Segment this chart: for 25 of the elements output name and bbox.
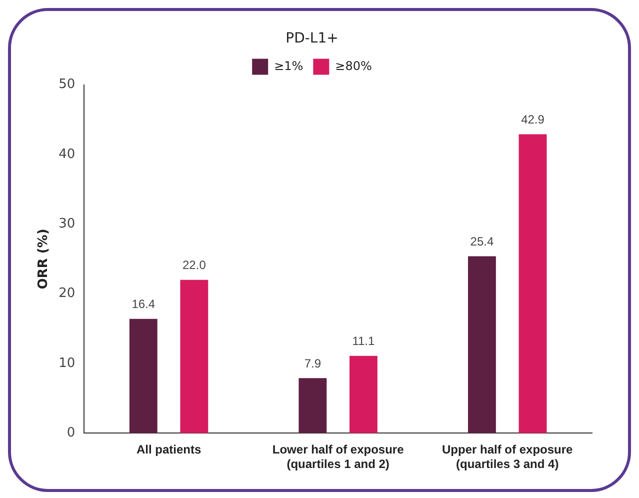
x-tick-label: All patients	[136, 442, 202, 457]
bar	[298, 378, 327, 434]
y-tick-label: 10	[58, 356, 76, 371]
bar	[180, 280, 208, 434]
legend-title: PD-L1+	[286, 30, 338, 47]
legend-label: ≥80%	[335, 58, 372, 73]
y-tick-label: 50	[58, 77, 76, 92]
y-tick-label: 30	[58, 216, 76, 232]
legend-label: ≥1%	[274, 58, 304, 73]
data-label: 11.1	[352, 334, 376, 348]
y-tick-label: 20	[58, 286, 76, 302]
data-label: 25.4	[470, 234, 494, 249]
y-axis-title: ORR (%)	[36, 228, 52, 290]
data-label: 22.0	[182, 258, 206, 272]
y-tick-label: 0	[66, 426, 76, 441]
y-tick-label: 40	[58, 146, 76, 162]
x-tick-label: Lower half of exposure (quartiles 1 and 2)	[272, 442, 404, 472]
data-label: 16.4	[132, 297, 156, 312]
data-label: 42.9	[521, 112, 545, 127]
bar	[350, 356, 378, 434]
bar	[129, 318, 158, 434]
bar	[518, 134, 547, 434]
data-label: 7.9	[304, 356, 322, 370]
bar	[468, 256, 496, 434]
x-tick-label: Upper half of exposure (quartiles 3 and 4)	[442, 442, 574, 472]
